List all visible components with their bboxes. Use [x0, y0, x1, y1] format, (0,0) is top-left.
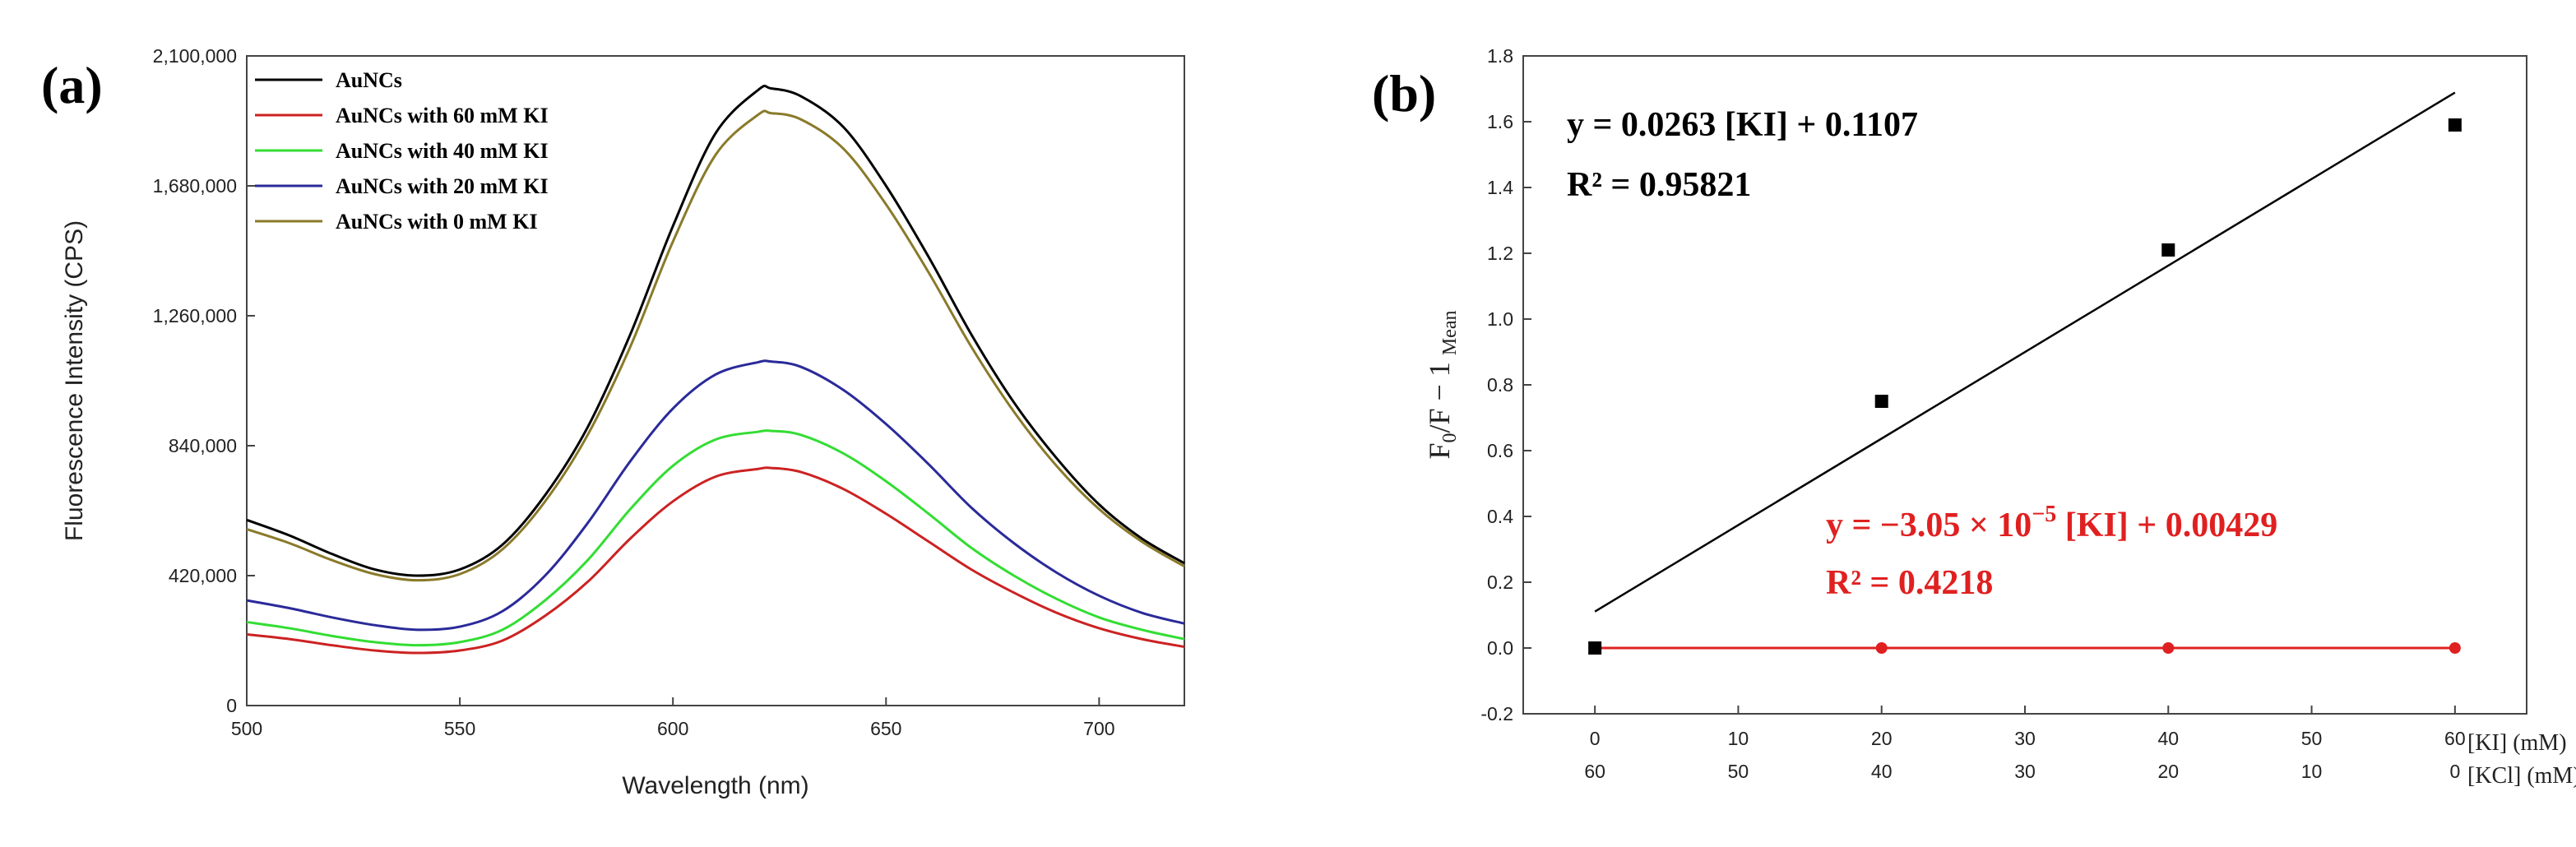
kcl-point: [2449, 642, 2461, 654]
series-line: [246, 466, 1185, 655]
chart-a-ylabel: Fluorescence Intensity (CPS): [61, 220, 88, 541]
chart-b-xlabel-top: [KI] (mM): [2467, 730, 2567, 756]
legend-label: AuNCs with 20 mM KI: [336, 174, 549, 198]
y-tick-label: 1.6: [1487, 111, 1513, 132]
legend-label: AuNCs: [336, 68, 402, 92]
x-tick-label: 30: [2014, 728, 2036, 749]
chart-a-frame: [246, 55, 1185, 706]
x-tick-label: 40: [2157, 728, 2179, 749]
chart-a-y-ticks: 0 420,000 840,000 1,260,000 1,680,000 2,100,0…: [153, 45, 255, 716]
series-line: [246, 84, 1185, 577]
y-tick-label: 420,000: [169, 565, 237, 586]
ki-point: [1588, 641, 1602, 655]
x2-tick-label: 60: [1584, 761, 1605, 782]
x-tick-label: 650: [870, 718, 901, 739]
y-tick-label: 0.6: [1487, 440, 1513, 461]
chart-b-ylabel: F0/F − 1Mean: [1423, 310, 1461, 459]
series-line: [246, 359, 1185, 632]
x-tick-label: 0: [1590, 728, 1601, 749]
ki-point: [2161, 243, 2175, 257]
x-tick-label: 50: [2301, 728, 2323, 749]
x2-tick-label: 10: [2301, 761, 2323, 782]
chart-a-legend: AuNCs AuNCs with 60 mM KI AuNCs with 40 mM…: [255, 68, 549, 234]
kcl-point: [1875, 642, 1888, 654]
ki-fit-line: [1594, 91, 2456, 613]
kcl-r2: R² = 0.4218: [1826, 564, 1993, 602]
chart-b-y-ticks: -0.2 0.0 0.2 0.4 0.6 0.8 1.0 1.2 1.4 1.6 1.8: [1480, 45, 1531, 724]
x2-tick-label: 50: [1728, 761, 1749, 782]
y-tick-label: -0.2: [1480, 703, 1513, 724]
chart-b-x-ticks: 0 60 10 50 20 40 30 30 40 20 50 10 60 0: [1584, 706, 2466, 782]
chart-a: 0 420,000 840,000 1,260,000 1,680,000 2,100,0…: [61, 45, 1185, 799]
x-tick-label: 500: [231, 718, 262, 739]
x-tick-label: 60: [2444, 728, 2466, 749]
y-tick-label: 840,000: [169, 435, 237, 456]
x2-tick-label: 0: [2449, 761, 2460, 782]
x2-tick-label: 20: [2157, 761, 2179, 782]
series-line: [246, 429, 1185, 647]
chart-a-series: [246, 84, 1185, 655]
x-tick-label: 700: [1083, 718, 1114, 739]
chart-b-points: [1588, 118, 2462, 655]
legend-label: AuNCs with 40 mM KI: [336, 139, 549, 163]
y-tick-label: 2,100,000: [153, 45, 237, 67]
y-tick-label: 0.8: [1487, 374, 1513, 396]
kcl-equation: y = −3.05 × 10−5 [KI] + 0.00429: [1826, 502, 2277, 544]
chart-b-fit-lines: [1594, 91, 2456, 650]
ki-point: [2448, 118, 2462, 132]
chart-a-xlabel: Wavelength (nm): [622, 772, 808, 799]
panel-a-label: (a): [41, 56, 103, 114]
x-tick-label: 20: [1871, 728, 1893, 749]
y-tick-label: 1.2: [1487, 243, 1513, 264]
y-tick-label: 0.2: [1487, 572, 1513, 593]
y-tick-label: 0: [226, 695, 237, 716]
chart-b: -0.2 0.0 0.2 0.4 0.6 0.8 1.0 1.2 1.4 1.6 1.8 0 60 10…: [1423, 45, 2576, 789]
y-tick-label: 1.8: [1487, 45, 1513, 67]
y-tick-label: 0.0: [1487, 637, 1513, 659]
x2-tick-label: 40: [1871, 761, 1893, 782]
y-tick-label: 1.4: [1487, 177, 1513, 198]
x-tick-label: 600: [657, 718, 688, 739]
ki-r2: R² = 0.95821: [1567, 166, 1751, 204]
y-tick-label: 1,680,000: [153, 175, 237, 197]
x2-tick-label: 30: [2014, 761, 2036, 782]
panel-b-label: (b): [1372, 64, 1436, 123]
chart-b-xlabel-bottom: [KCl] (mM): [2467, 763, 2576, 789]
kcl-point: [2162, 642, 2175, 654]
ki-point: [1874, 395, 1888, 408]
chart-b-frame: [1522, 55, 2527, 715]
y-tick-label: 1.0: [1487, 308, 1513, 330]
x-tick-label: 550: [444, 718, 475, 739]
ki-equation: y = 0.0263 [KI] + 0.1107: [1567, 106, 1918, 144]
y-tick-label: 0.4: [1487, 506, 1513, 527]
series-line: [246, 109, 1185, 582]
y-tick-label: 1,260,000: [153, 305, 237, 326]
legend-label: AuNCs with 0 mM KI: [336, 210, 538, 234]
legend-label: AuNCs with 60 mM KI: [336, 104, 549, 127]
x-tick-label: 10: [1728, 728, 1749, 749]
chart-a-x-ticks: 500 550 600 650 700: [231, 697, 1115, 739]
